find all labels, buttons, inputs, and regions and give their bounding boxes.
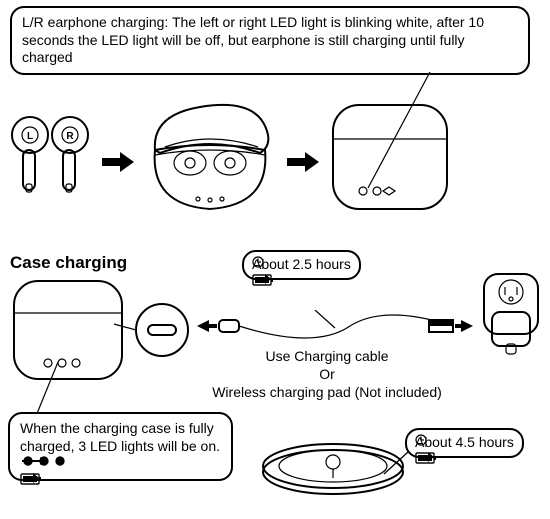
arrow-icon [285, 150, 321, 174]
leds-full-icon [20, 455, 70, 467]
wall-adapter-illustration [478, 270, 544, 360]
arrow-icon [100, 150, 136, 174]
port-magnified-icon [132, 300, 192, 360]
battery-full-icon [252, 274, 274, 286]
earbud-r-label: R [66, 131, 74, 142]
callout-wireless-time: About 4.5 hours [405, 428, 524, 458]
or-label: Or [232, 366, 422, 383]
earbud-l-label: L [27, 131, 33, 142]
clock-icon [252, 256, 264, 268]
case-open-illustration [140, 95, 280, 215]
case-leds-text: When the charging case is fully charged,… [20, 420, 220, 454]
leader-line [112, 310, 138, 340]
callout-case-leds: When the charging case is fully charged,… [8, 412, 233, 481]
heading-case-charging: Case charging [10, 253, 127, 273]
clock-icon [415, 434, 427, 446]
callout-cable-time: About 2.5 hours [242, 250, 361, 280]
wireless-label: Wireless charging pad (Not included) [212, 384, 442, 401]
charging-cable-illustration [195, 310, 475, 350]
callout-earphone-charging: L/R earphone charging: The left or right… [10, 6, 530, 75]
battery-full-icon [20, 473, 42, 485]
wireless-time-text: About 4.5 hours [415, 434, 514, 450]
leader-line [360, 70, 440, 190]
cable-label: Use Charging cable [232, 348, 422, 365]
earbuds-illustration: L R [8, 110, 98, 205]
cable-time-text: About 2.5 hours [252, 256, 351, 272]
leader-line [30, 360, 70, 420]
leader-line [380, 450, 420, 480]
